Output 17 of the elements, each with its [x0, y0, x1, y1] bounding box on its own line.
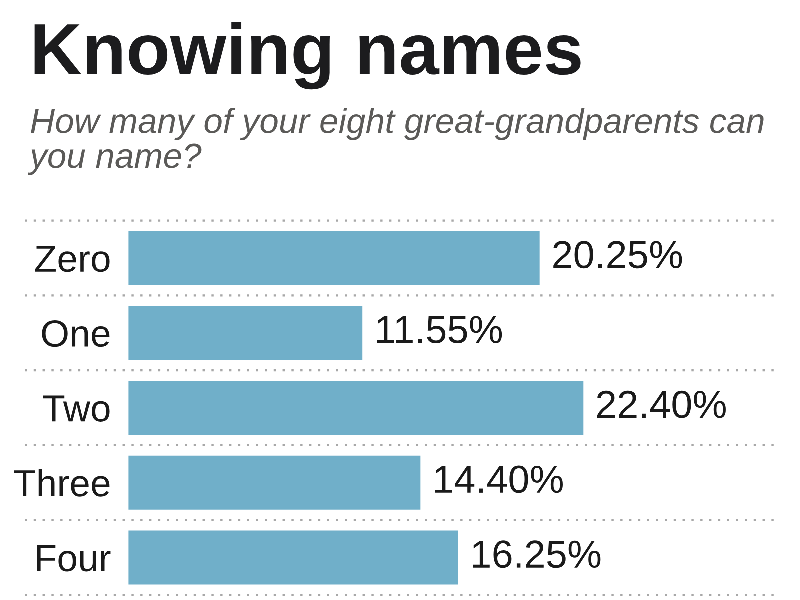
bar [128, 529, 460, 586]
chart-title: Knowing names [34, 22, 581, 90]
bar [128, 380, 586, 436]
y-tick-label: One [42, 320, 110, 348]
bar [128, 304, 364, 362]
data-label: 11.55% [377, 316, 502, 344]
bar [128, 454, 422, 512]
y-tick-label: Two [43, 396, 110, 422]
chart-subtitle: How many of your eight great-grandparents can you name? [28, 108, 764, 176]
data-label: 14.40% [435, 466, 563, 494]
data-label: 16.25% [473, 540, 601, 568]
y-tick-label: Four [37, 546, 111, 572]
y-tick-label: Three [14, 469, 110, 497]
y-tick-label: Zero [35, 246, 110, 272]
bar [128, 230, 542, 287]
data-label: 20.25% [554, 241, 682, 269]
data-label: 22.40% [597, 390, 726, 418]
